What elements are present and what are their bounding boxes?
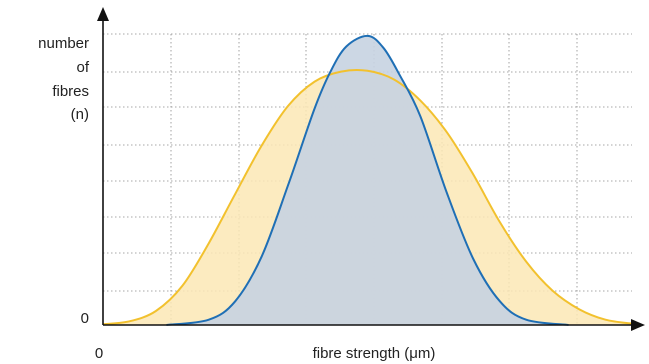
y-axis-label-line-4: (n) <box>71 106 89 123</box>
series-2-line <box>166 34 569 326</box>
x-axis-label: fibre strength (μm) <box>313 345 436 362</box>
y-origin-label: 0 <box>81 310 89 327</box>
x-axis-arrow <box>631 319 645 331</box>
axes <box>97 7 645 331</box>
series-2-area <box>166 35 569 325</box>
y-axis-label-line-1: number <box>38 35 89 52</box>
y-axis-label-line-3: fibres <box>52 83 89 100</box>
series-1-line <box>102 68 633 326</box>
y-axis-label-line-2: of <box>76 59 89 76</box>
series-layer <box>102 34 633 326</box>
x-origin-label: 0 <box>95 345 103 362</box>
y-axis-arrow <box>97 7 109 21</box>
